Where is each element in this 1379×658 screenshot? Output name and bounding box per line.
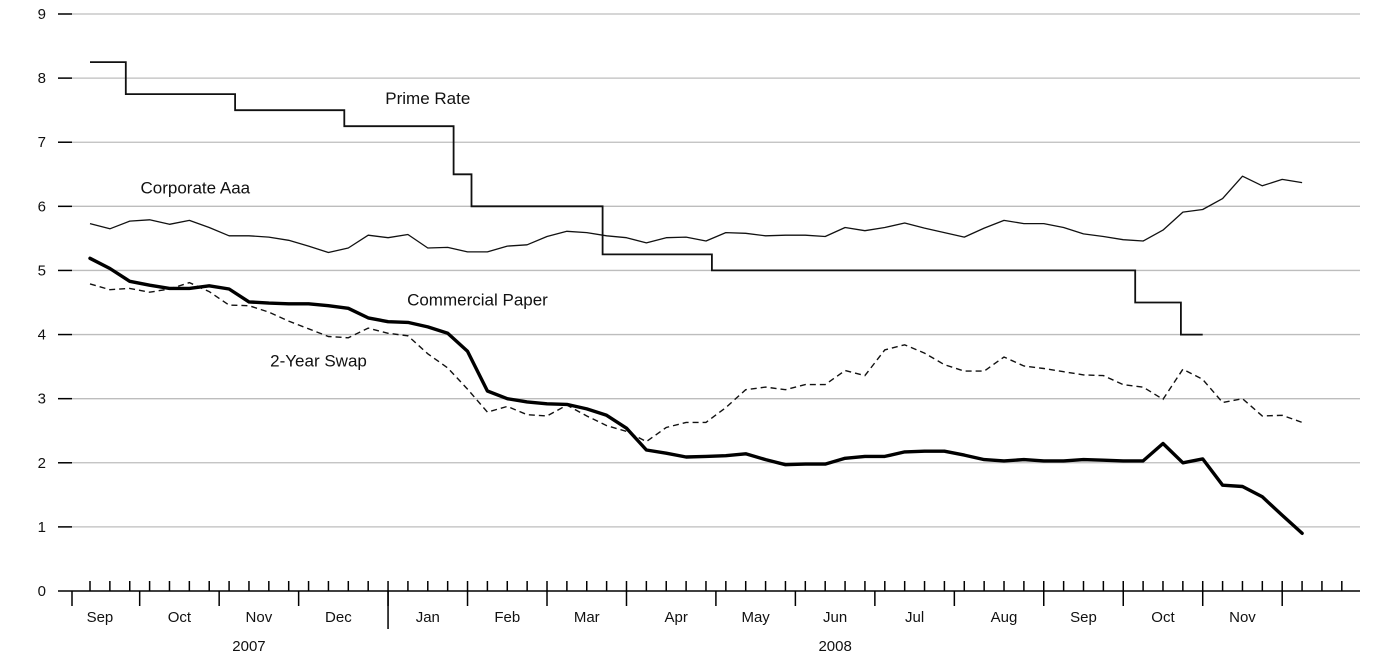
x-month-label-5: Feb <box>494 609 520 626</box>
x-month-label-2: Nov <box>246 609 273 626</box>
y-tick-label-8: 8 <box>38 70 46 87</box>
x-month-label-3: Dec <box>325 609 352 626</box>
series-labels: Prime Rate Corporate Aaa Commercial Paper 2… <box>140 89 548 371</box>
x-month-label-4: Jan <box>416 609 440 626</box>
x-month-label-0: Sep <box>87 609 114 626</box>
series-label-commercial-paper: Commercial Paper <box>407 291 548 310</box>
y-tick-label-5: 5 <box>38 262 46 279</box>
y-tick-label-1: 1 <box>38 519 46 536</box>
series-label-corporate-aaa: Corporate Aaa <box>140 179 250 198</box>
y-tick-label-9: 9 <box>38 6 46 23</box>
y-tick-label-2: 2 <box>38 455 46 472</box>
y-axis: 0 1 2 3 4 5 6 7 8 9 <box>38 6 72 600</box>
x-month-label-14: Nov <box>1229 609 1256 626</box>
x-month-label-8: May <box>741 609 770 626</box>
x-year-label-0: 2007 <box>232 638 265 655</box>
x-month-label-9: Jun <box>823 609 847 626</box>
y-tick-label-7: 7 <box>38 134 46 151</box>
y-tick-label-3: 3 <box>38 391 46 408</box>
y-tick-label-6: 6 <box>38 198 46 215</box>
x-month-label-12: Sep <box>1070 609 1097 626</box>
x-month-label-1: Oct <box>168 609 192 626</box>
y-tick-label-4: 4 <box>38 327 46 344</box>
y-tick-label-0: 0 <box>38 583 46 600</box>
series-line-prime-rate <box>90 61 1203 336</box>
series-label-2-year-swap: 2-Year Swap <box>270 352 367 371</box>
series-lines <box>88 61 1304 535</box>
series-line-commercial-paper <box>89 281 1303 443</box>
series-line-2-year-swap <box>88 256 1304 535</box>
x-axis: Sep Oct Nov Dec Jan Feb Mar Apr May Jun Jul Aug Sep O… <box>71 581 1360 655</box>
x-year-label-1: 2008 <box>818 638 851 655</box>
x-month-label-6: Mar <box>574 609 600 626</box>
series-label-prime-rate: Prime Rate <box>385 89 470 108</box>
x-month-label-10: Jul <box>905 609 924 626</box>
x-month-label-7: Apr <box>664 609 687 626</box>
x-month-label-13: Oct <box>1151 609 1175 626</box>
series-line-corporate-aaa <box>89 175 1303 254</box>
x-month-label-11: Aug <box>991 609 1018 626</box>
